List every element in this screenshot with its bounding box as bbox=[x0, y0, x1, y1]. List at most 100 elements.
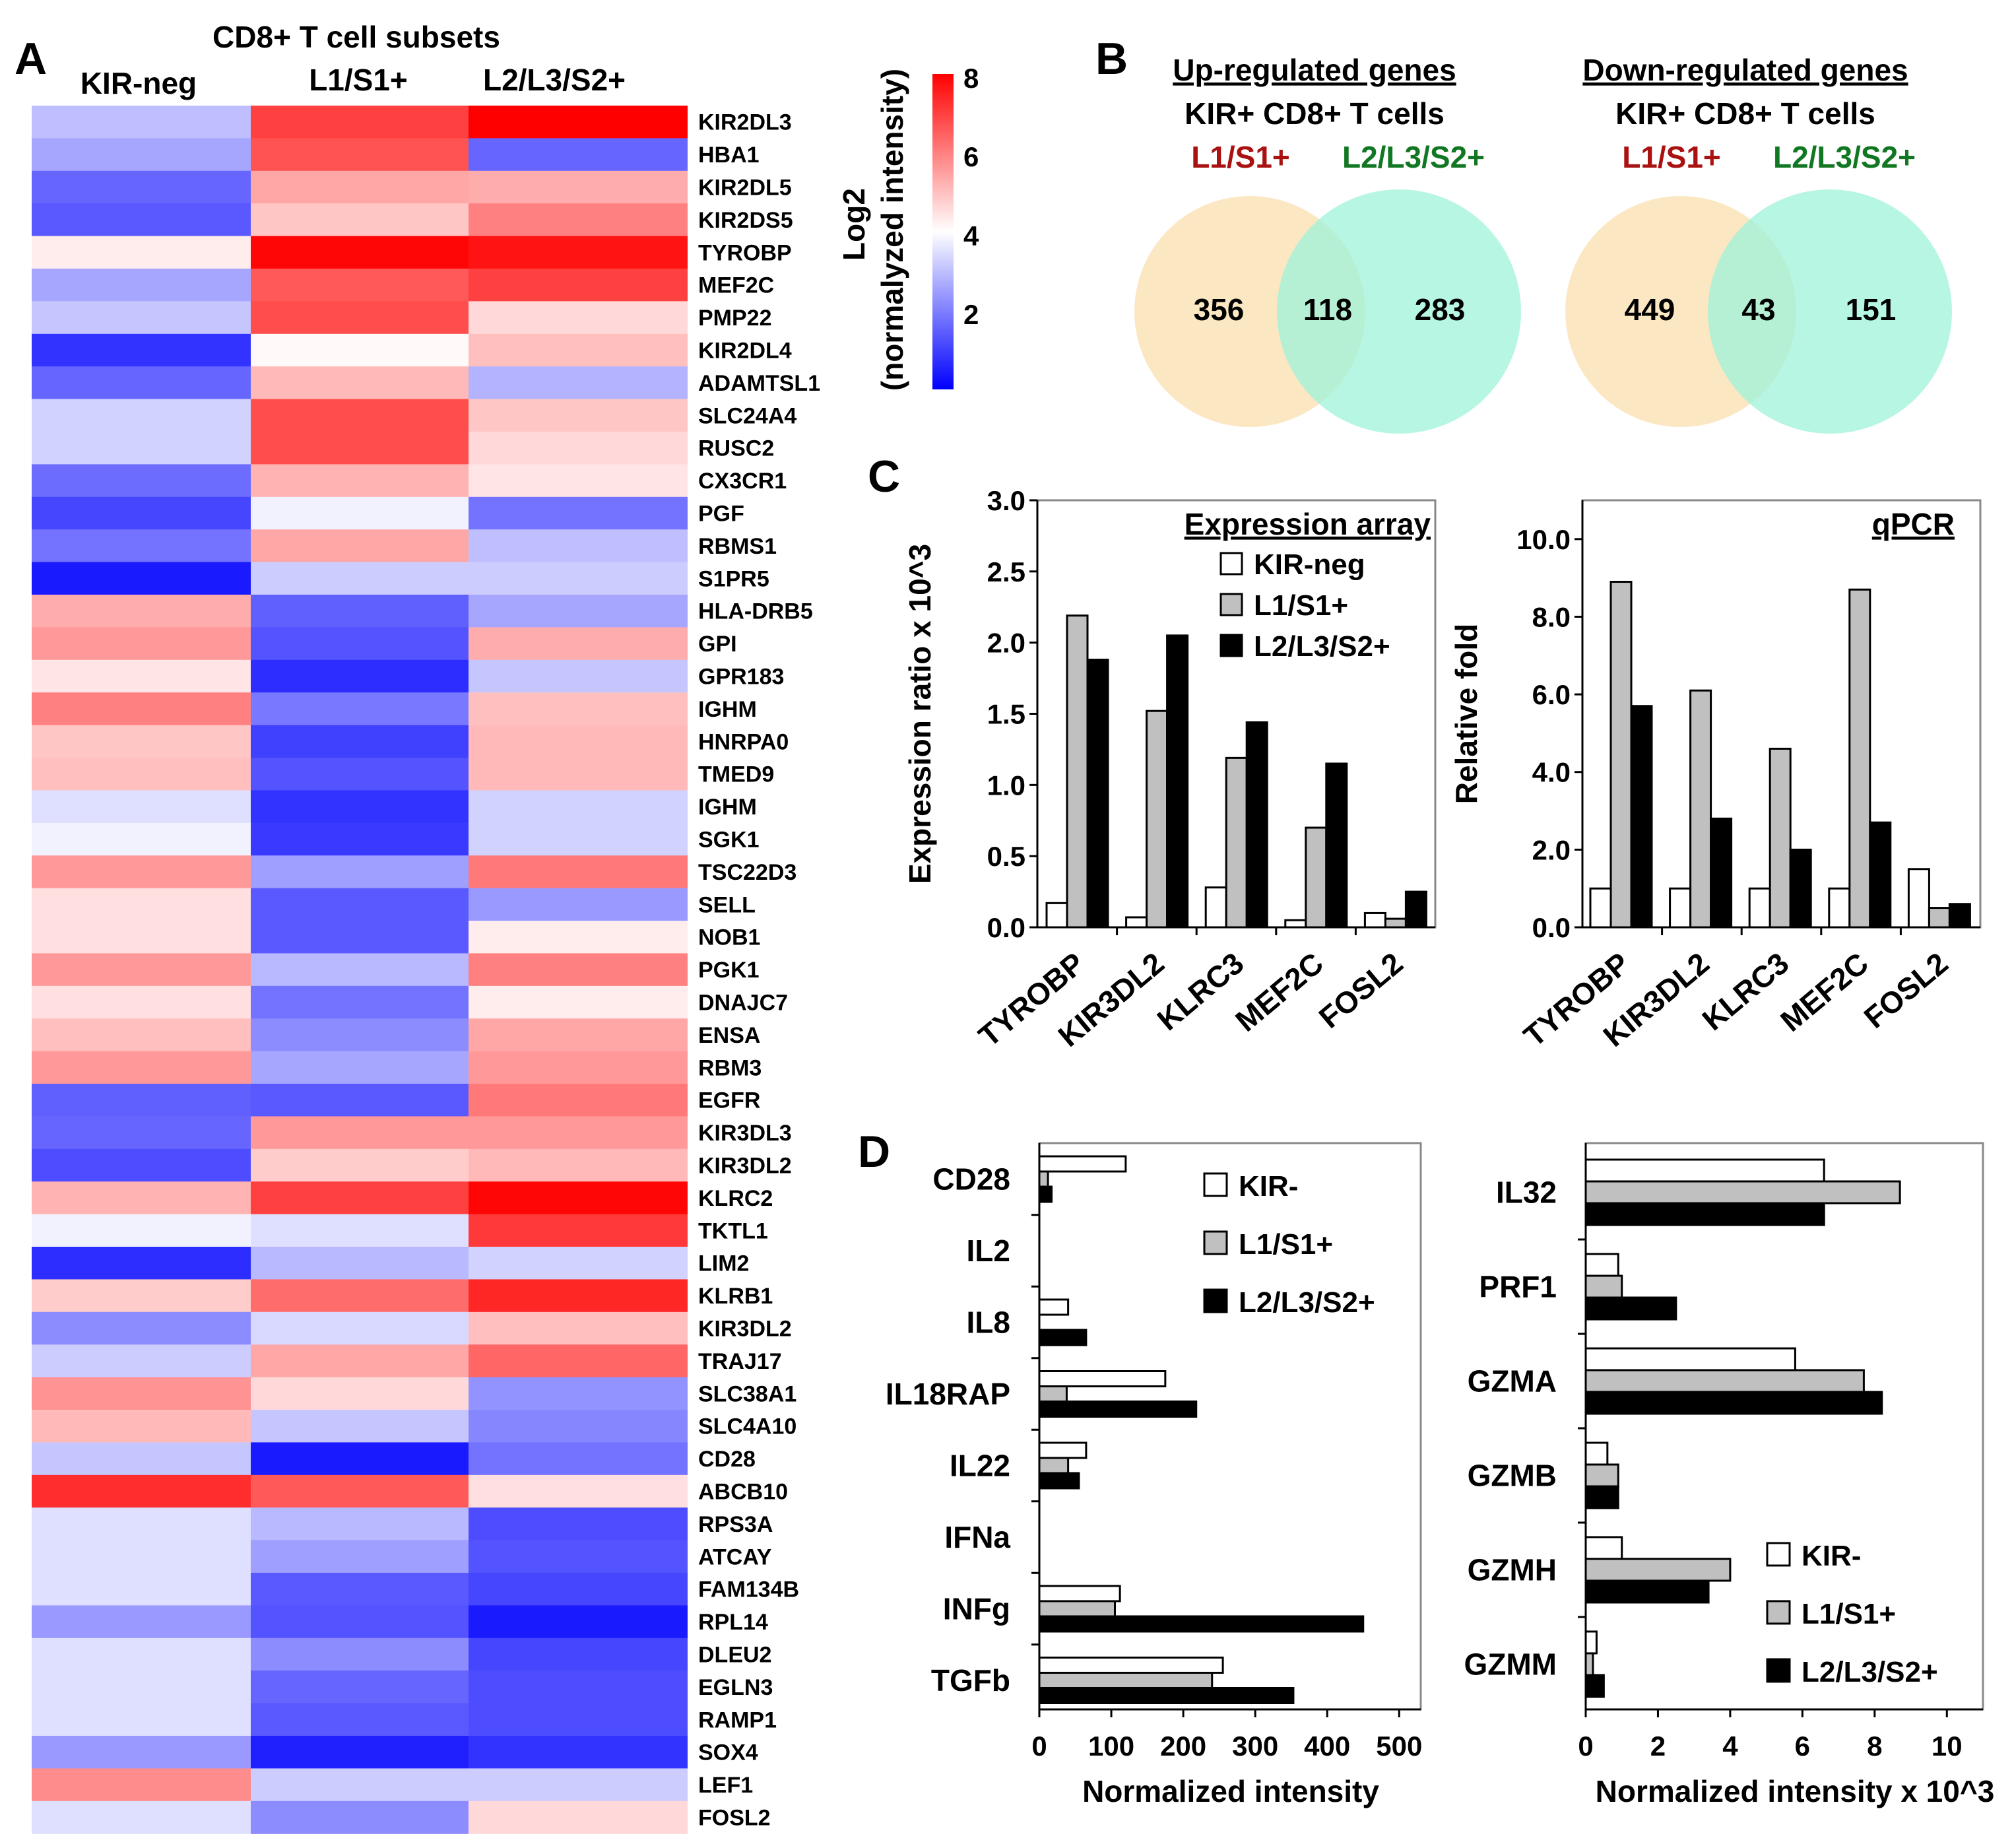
heatmap-cell-tsc22d3-1 bbox=[32, 855, 251, 889]
x-tick-label: 500 bbox=[1376, 1731, 1422, 1762]
bar-tgfb-l1-s1 bbox=[1038, 1672, 1214, 1689]
heatmap-cell-dnajc7-1 bbox=[32, 985, 251, 1019]
heatmap-cell-klrb1-3 bbox=[469, 1279, 688, 1313]
y-category-label-tgfb: TGFb bbox=[931, 1663, 1010, 1698]
heatmap-cell-egln3-2 bbox=[251, 1670, 469, 1704]
bar-gzmb-l2-l3-s2 bbox=[1584, 1485, 1619, 1509]
y-category-label-ifna: IFNa bbox=[944, 1520, 1010, 1554]
legend-label-kir: KIR- bbox=[1239, 1170, 1298, 1203]
heatmap-cell-atcay-1 bbox=[32, 1540, 251, 1573]
x-tick-label: 8 bbox=[1867, 1731, 1882, 1762]
bar-fosl2-l1-s1 bbox=[1928, 907, 1951, 929]
chart-title: qPCR bbox=[1872, 507, 1955, 541]
bar-gzma-kir bbox=[1584, 1347, 1796, 1371]
heatmap-row-label-tmed9: TMED9 bbox=[698, 762, 774, 787]
heatmap-cell-fosl2-1 bbox=[32, 1800, 251, 1834]
heatmap-cell-kir2dl5-2 bbox=[251, 170, 469, 204]
heatmap-cell-pmp22-3 bbox=[469, 301, 688, 335]
y-category-label-infg: INFg bbox=[943, 1592, 1010, 1626]
heatmap-cell-sgk1-1 bbox=[32, 822, 251, 856]
heatmap-cell-rbm3-1 bbox=[32, 1051, 251, 1084]
heatmap-cell-gpr183-3 bbox=[469, 659, 688, 693]
heatmap-cell-hla-drb5-1 bbox=[32, 595, 251, 628]
x-tick-label: 6 bbox=[1795, 1731, 1810, 1762]
heatmap-row-label-atcay: ATCAY bbox=[698, 1544, 772, 1569]
heatmap-cell-tyrobp-2 bbox=[251, 236, 469, 269]
heatmap-cell-nob1-3 bbox=[469, 921, 688, 954]
heatmap-cell-slc4a10-2 bbox=[251, 1410, 469, 1443]
bar-cd28-l2-l3-s2 bbox=[1038, 1185, 1053, 1203]
heatmap-cell-sell-2 bbox=[251, 888, 469, 921]
heatmap-cell-nob1-1 bbox=[32, 921, 251, 954]
heatmap-cell-kir3dl2-3 bbox=[469, 1311, 688, 1345]
bar-gzmb-kir bbox=[1584, 1441, 1609, 1466]
heatmap-cell-kir3dl2-3 bbox=[469, 1148, 688, 1182]
bar-il22-kir bbox=[1038, 1441, 1088, 1459]
bar-kir3dl2-kir-neg bbox=[1125, 916, 1148, 929]
chart-expression-array: 0.00.51.01.52.02.53.0TYROBPKIR3DL2KLRC3M… bbox=[903, 485, 1437, 1053]
heatmap-cell-dnajc7-3 bbox=[469, 985, 688, 1019]
heatmap-row-label-tyrobp: TYROBP bbox=[698, 240, 792, 265]
heatmap-cell-kir2dl5-1 bbox=[32, 170, 251, 204]
heatmap-row-label-ramp1: RAMP1 bbox=[698, 1707, 777, 1732]
bar-tyrobp-l2-l3-s2 bbox=[1086, 659, 1109, 929]
heatmap-row-label-gpr183: GPR183 bbox=[698, 665, 784, 690]
heatmap-cell-mef2c-1 bbox=[32, 269, 251, 302]
venn-subtitle: KIR+ CD8+ T cells bbox=[1185, 96, 1445, 131]
chart-cytokines: 0 100 200 300 400 500 CD28 IL2 IL8 IL18RAP IL22 IFN… bbox=[886, 1142, 1422, 1808]
bar-il32-kir bbox=[1584, 1158, 1825, 1183]
heatmap-cell-pmp22-2 bbox=[251, 301, 469, 335]
bar-gzmm-kir bbox=[1584, 1630, 1598, 1655]
heatmap-column-l2l3s2: L2/L3/S2+ bbox=[483, 63, 626, 97]
heatmap-column-l1s1: L1/S1+ bbox=[309, 63, 408, 97]
heatmap-cell-ramp1-1 bbox=[32, 1703, 251, 1736]
heatmap-cell-tsc22d3-2 bbox=[251, 855, 469, 889]
heatmap-cell-lim2-2 bbox=[251, 1247, 469, 1280]
heatmap-row-label-sgk1: SGK1 bbox=[698, 828, 760, 853]
heatmap-row-label-s1pr5: S1PR5 bbox=[698, 566, 769, 591]
bar-il18rap-l2-l3-s2 bbox=[1038, 1401, 1198, 1418]
legend-swatch-l1-s1 bbox=[1219, 593, 1243, 616]
colorbar-tick-8: 8 bbox=[963, 63, 979, 94]
heatmap-cell-adamtsl1-2 bbox=[251, 366, 469, 400]
heatmap-cell-gpr183-1 bbox=[32, 659, 251, 693]
heatmap-cell-dleu2-1 bbox=[32, 1637, 251, 1671]
bar-prf1-l2-l3-s2 bbox=[1584, 1296, 1677, 1321]
bar-tyrobp-l1-s1 bbox=[1066, 614, 1089, 929]
heatmap-row-label-mef2c: MEF2C bbox=[698, 273, 774, 298]
heatmap-cell-ighm-3 bbox=[469, 692, 688, 726]
bar-mef2c-kir-neg bbox=[1284, 919, 1307, 929]
legend-swatch-kir bbox=[1203, 1172, 1228, 1197]
heatmap-cell-dleu2-2 bbox=[251, 1637, 469, 1671]
venn-count-left-only: 449 bbox=[1625, 292, 1675, 327]
heatmap-cell-atcay-2 bbox=[251, 1540, 469, 1573]
y-category-label-gzmh: GZMH bbox=[1468, 1553, 1557, 1587]
bar-gzma-l1-s1 bbox=[1584, 1369, 1865, 1393]
heatmap-cell-mef2c-2 bbox=[251, 269, 469, 302]
heatmap-cell-kir3dl3-3 bbox=[469, 1116, 688, 1150]
panel-label-d: D bbox=[858, 1127, 890, 1177]
legend-swatch-l1-s1 bbox=[1203, 1230, 1228, 1255]
bar-klrc3-kir-neg bbox=[1204, 886, 1227, 929]
y-tick-label: 0.5 bbox=[987, 841, 1025, 872]
heatmap-cell-rbms1-2 bbox=[251, 529, 469, 563]
heatmap-cell-fam134b-3 bbox=[469, 1573, 688, 1606]
legend-label-kir: KIR- bbox=[1802, 1540, 1861, 1572]
heatmap-cell-slc38a1-1 bbox=[32, 1377, 251, 1410]
bar-gzmh-l1-s1 bbox=[1584, 1558, 1732, 1582]
heatmap-row-label-sox4: SOX4 bbox=[698, 1740, 758, 1766]
heatmap-cell-sox4-2 bbox=[251, 1736, 469, 1769]
bar-fosl2-kir-neg bbox=[1907, 868, 1930, 929]
heatmap-cell-mef2c-3 bbox=[469, 269, 688, 302]
legend-label-l2-l3-s2: L2/L3/S2+ bbox=[1239, 1286, 1375, 1319]
heatmap-cell-kir2dl4-2 bbox=[251, 333, 469, 367]
y-category-label-il8: IL8 bbox=[967, 1305, 1010, 1340]
heatmap-row-label-kir3dl2: KIR3DL2 bbox=[698, 1154, 792, 1179]
y-category-label-il32: IL32 bbox=[1496, 1175, 1557, 1210]
heatmap-row-label-nob1: NOB1 bbox=[698, 925, 760, 950]
chart-cytotoxic: 0 2 4 6 8 10 IL32 PRF1 GZMA GZMB GZMH GZMM Normalize… bbox=[1464, 1142, 1994, 1808]
heatmap-cell-ighm-1 bbox=[32, 790, 251, 824]
bar-kir3dl2-l2-l3-s2 bbox=[1710, 817, 1733, 929]
bar-il22-l1-s1 bbox=[1038, 1457, 1070, 1474]
heatmap-cell-hba1-3 bbox=[469, 138, 688, 172]
